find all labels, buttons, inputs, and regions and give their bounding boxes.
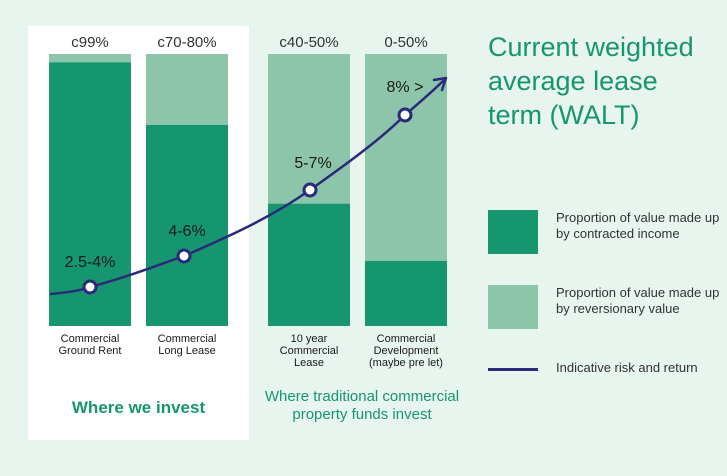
- bar-top-label-1: c70-80%: [157, 34, 216, 51]
- category-label-3-1: Development: [374, 345, 439, 357]
- risk-return-label-1: 4-6%: [168, 223, 205, 240]
- legend-line-risk-return: [488, 368, 538, 371]
- risk-return-arrowhead: [432, 76, 448, 92]
- bar-contracted-1: [146, 124, 228, 326]
- risk-return-label-3: 8% >: [387, 79, 424, 96]
- legend-swatch-contracted: [488, 210, 538, 254]
- category-label-0-0: Commercial: [61, 333, 120, 345]
- legend-swatch-reversionary: [488, 285, 538, 329]
- category-label-3-2: (maybe pre let): [369, 357, 443, 369]
- bar-top-label-0: c99%: [71, 34, 109, 51]
- legend-text-contracted: Proportion of value made up by contracte…: [556, 210, 720, 241]
- category-label-0-1: Ground Rent: [59, 345, 122, 357]
- category-label-2-2: Lease: [294, 357, 324, 369]
- risk-return-point-3: [397, 107, 413, 123]
- bar-top-label-3: 0-50%: [384, 34, 427, 51]
- risk-return-point-2: [302, 182, 318, 198]
- category-label-2-0: 10 year: [291, 333, 328, 345]
- category-label-3-0: Commercial: [377, 333, 436, 345]
- category-label-1-1: Long Lease: [158, 345, 216, 357]
- bar-reversionary-0: [49, 54, 131, 63]
- group-label-where-we-invest: Where we invest: [71, 398, 206, 417]
- bar-reversionary-1: [146, 54, 228, 125]
- bar-contracted-2: [268, 203, 350, 326]
- bar-reversionary-2: [268, 54, 350, 204]
- risk-return-point-0: [82, 279, 98, 295]
- risk-return-label-0: 2.5-4%: [65, 254, 116, 271]
- bar-top-label-2: c40-50%: [279, 34, 338, 51]
- legend-text-reversionary: Proportion of value made up by reversion…: [556, 285, 720, 316]
- bar-contracted-3: [365, 260, 447, 326]
- legend-text-risk-return: Indicative risk and return: [556, 360, 698, 375]
- category-label-1-0: Commercial: [158, 333, 217, 345]
- legend-reversionary-value: Proportion of value made up by reversion…: [488, 285, 723, 335]
- risk-return-point-1: [176, 248, 192, 264]
- legend-contracted-income: Proportion of value made up by contracte…: [488, 210, 723, 260]
- chart-title: Current weighted average lease term (WAL…: [488, 32, 694, 130]
- risk-return-label-2: 5-7%: [294, 155, 331, 172]
- category-label-2-1: Commercial: [280, 345, 339, 357]
- group-label-traditional-funds: Where traditional commercial property fu…: [264, 388, 460, 423]
- legend-risk-return: Indicative risk and return: [488, 360, 723, 410]
